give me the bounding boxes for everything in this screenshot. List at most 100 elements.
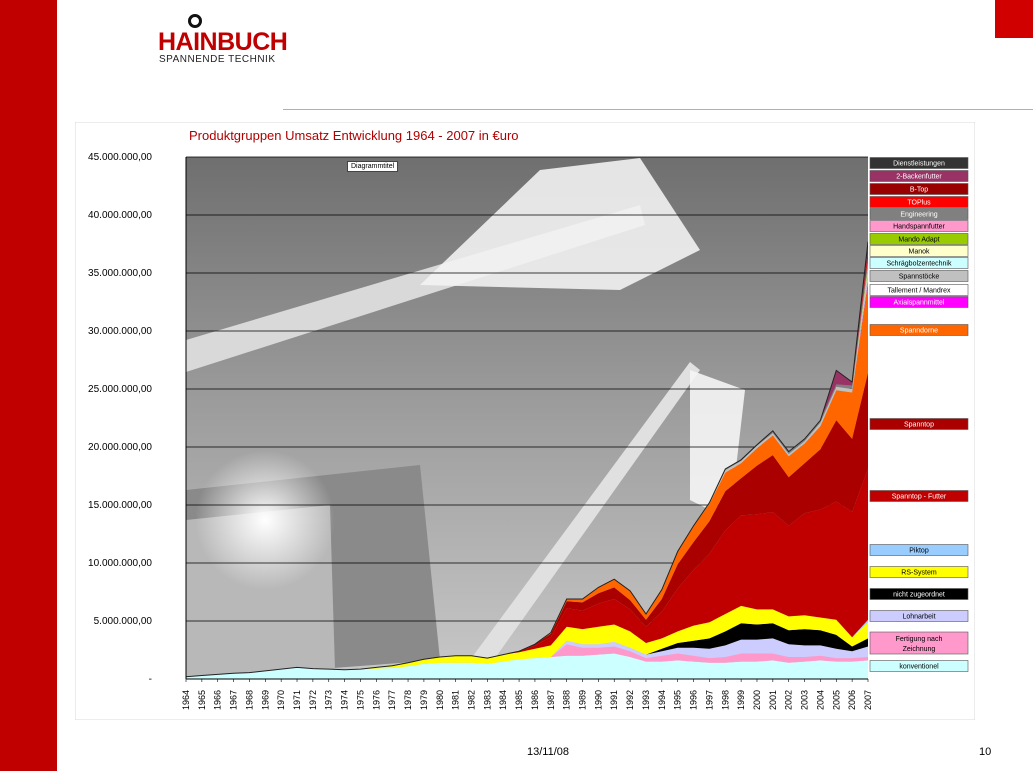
page-number: 10 [979, 746, 992, 758]
x-tick-label: 1992 [625, 690, 635, 710]
legend-swatch [869, 660, 969, 672]
legend-label: Spannstöcke [899, 274, 940, 281]
legend-swatch [869, 196, 969, 208]
logo-band [57, 0, 283, 110]
legend-label: Lohnarbeit [902, 614, 935, 621]
area-series [186, 653, 868, 679]
area-series [186, 644, 868, 677]
logo-wordmark: HAINBUCH [158, 28, 288, 56]
x-tick-label: 1989 [578, 690, 588, 710]
x-tick-label: 2004 [815, 690, 825, 710]
y-tick-label: 40.000.000,00 [88, 210, 152, 221]
x-tick-label: 1995 [673, 690, 683, 710]
chart-title: Produktgruppen Umsatz Entwicklung 1964 -… [189, 128, 519, 143]
x-tick-label: 1998 [720, 690, 730, 710]
legend-swatch [869, 270, 969, 282]
y-tick-label: 5.000.000,00 [94, 616, 153, 627]
y-tick-label: - [149, 674, 152, 685]
x-tick-label: 2001 [768, 690, 778, 710]
x-tick-label: 2003 [800, 690, 810, 710]
y-tick-label: 10.000.000,00 [88, 558, 152, 569]
legend-label: Axialspannmittel [894, 300, 945, 307]
x-tick-labels: 1964 1965 1966 1967 1968 1969 1970 1971 1972 1973… [181, 679, 873, 710]
legend-swatch [869, 257, 969, 269]
x-tick-label: 1994 [657, 690, 667, 710]
legend-swatch [869, 157, 969, 169]
legend-swatch [869, 610, 969, 622]
legend-swatch [869, 284, 969, 296]
legend-swatch [869, 418, 969, 430]
y-tick-label: 45.000.000,00 [88, 152, 152, 163]
x-tick-label: 1964 [181, 690, 191, 710]
y-tick-labels: - 5.000.000,00 10.000.000,00 15.000.000,00 2… [88, 152, 152, 685]
header-divider [283, 109, 1033, 110]
x-tick-label: 1972 [308, 690, 318, 710]
x-tick-label: 1968 [244, 690, 254, 710]
x-tick-label: 1974 [340, 690, 350, 710]
hainbuch-logo: HAINBUCH SPANNENDE TECHNIK [158, 14, 288, 66]
photo-flag [420, 158, 700, 290]
photo-sun [195, 450, 335, 590]
x-tick-label: 1990 [593, 690, 603, 710]
legend-swatch [869, 544, 969, 556]
chart-areas [185, 241, 869, 679]
x-tick-label: 1978 [403, 690, 413, 710]
legend-swatch [869, 170, 969, 182]
legend-swatch [869, 220, 969, 232]
x-tick-label: 1979 [419, 690, 429, 710]
y-tick-label: 15.000.000,00 [88, 500, 152, 511]
photo-flagpole-2 [470, 362, 700, 668]
x-tick-label: 2005 [831, 690, 841, 710]
legend-swatch [869, 296, 969, 308]
legend-label: Mando Adapt [898, 237, 939, 244]
chart-title-tooltip: Diagrammtitel [347, 161, 399, 172]
legend-swatch [869, 208, 969, 220]
legend-swatch [869, 490, 969, 502]
legend-swatch [869, 324, 969, 336]
area-series [186, 283, 868, 677]
logo-ring-icon [188, 14, 202, 28]
x-tick-label: 1969 [260, 690, 270, 710]
x-tick-label: 1993 [641, 690, 651, 710]
x-tick-label: 1983 [482, 690, 492, 710]
legend-label: Spanntop [904, 422, 934, 429]
legend-label: konventionel [899, 664, 939, 671]
x-tick-label: 1977 [387, 690, 397, 710]
x-tick-label: 1980 [435, 690, 445, 710]
x-tick-label: 1996 [689, 690, 699, 710]
corner-red-square [995, 0, 1033, 38]
y-tick-label: 25.000.000,00 [88, 384, 152, 395]
legend-label: Piktop [909, 548, 929, 555]
area-series [186, 469, 868, 677]
left-red-strip [0, 0, 57, 771]
x-tick-label: 1999 [736, 690, 746, 710]
legend-label: Dienstleistungen [893, 161, 945, 168]
x-tick-label: 2006 [847, 690, 857, 710]
legend-label: Zeichnung [903, 646, 936, 653]
legend-swatch [869, 245, 969, 257]
x-tick-label: 1971 [292, 690, 302, 710]
logo-tagline: SPANNENDE TECHNIK [159, 54, 276, 65]
legend-swatch [869, 183, 969, 195]
x-tick-label: 2000 [752, 690, 762, 710]
legend-label: Schrägbolzentechnik [887, 261, 952, 268]
legend-label: nicht zugeordnet [893, 592, 945, 599]
legend-label: 2-Backenfutter [896, 174, 942, 181]
legend-swatch [869, 566, 969, 578]
legend-label: Tallement / Mandrex [887, 288, 951, 295]
legend-label: Manok [908, 249, 930, 256]
footer-date: 13/11/08 [527, 746, 570, 758]
x-tick-label: 1984 [498, 690, 508, 710]
x-tick-label: 2007 [863, 690, 873, 710]
x-tick-label: 1966 [213, 690, 223, 710]
chart-axes [185, 157, 868, 680]
legend-label: Spanntop - Futter [892, 494, 947, 501]
x-tick-label: 1973 [324, 690, 334, 710]
x-tick-label: 1970 [276, 690, 286, 710]
legend-label: Spanndorne [900, 328, 938, 335]
x-tick-label: 1991 [609, 690, 619, 710]
total-line [185, 241, 869, 678]
y-tick-label: 35.000.000,00 [88, 268, 152, 279]
legend-label: Handspannfutter [893, 224, 945, 231]
legend-label: Engineering [900, 212, 937, 219]
